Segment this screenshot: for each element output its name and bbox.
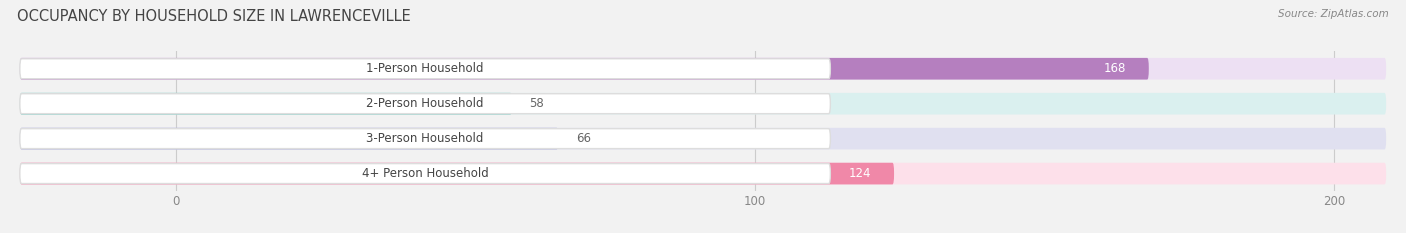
Text: 4+ Person Household: 4+ Person Household [361,167,488,180]
FancyBboxPatch shape [20,93,512,115]
Text: 124: 124 [848,167,870,180]
FancyBboxPatch shape [20,163,894,185]
FancyBboxPatch shape [20,128,1386,150]
Text: Source: ZipAtlas.com: Source: ZipAtlas.com [1278,9,1389,19]
FancyBboxPatch shape [20,59,831,79]
FancyBboxPatch shape [20,163,1386,185]
FancyBboxPatch shape [20,93,1386,115]
Text: 3-Person Household: 3-Person Household [367,132,484,145]
FancyBboxPatch shape [20,58,1386,80]
FancyBboxPatch shape [20,129,831,149]
Text: OCCUPANCY BY HOUSEHOLD SIZE IN LAWRENCEVILLE: OCCUPANCY BY HOUSEHOLD SIZE IN LAWRENCEV… [17,9,411,24]
Text: 66: 66 [575,132,591,145]
Text: 168: 168 [1104,62,1126,75]
FancyBboxPatch shape [20,164,831,184]
Text: 2-Person Household: 2-Person Household [367,97,484,110]
FancyBboxPatch shape [20,58,1149,80]
FancyBboxPatch shape [20,94,831,114]
Text: 1-Person Household: 1-Person Household [367,62,484,75]
FancyBboxPatch shape [20,128,558,150]
Text: 58: 58 [529,97,544,110]
